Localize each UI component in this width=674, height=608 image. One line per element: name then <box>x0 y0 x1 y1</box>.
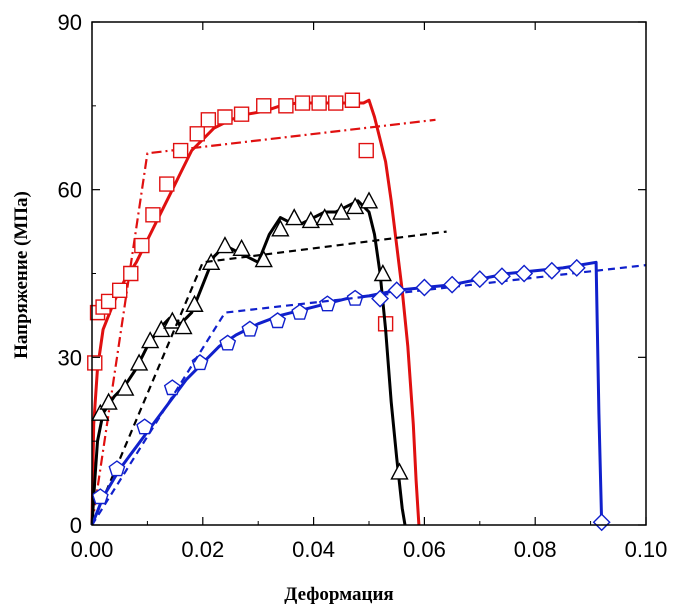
y-tick-label: 0 <box>70 513 82 538</box>
series-point <box>515 264 534 283</box>
y-tick-label: 30 <box>58 345 82 370</box>
series-point <box>311 95 327 111</box>
series-layer <box>87 92 647 532</box>
series-point <box>189 126 205 142</box>
series-point <box>232 238 251 257</box>
series-point <box>99 392 118 410</box>
y-axis-title: Напряжение (МПа) <box>11 191 32 359</box>
y-tick-label: 90 <box>58 10 82 35</box>
x-tick-label: 0.04 <box>292 537 335 562</box>
series-point <box>254 250 273 268</box>
series-point <box>172 142 189 159</box>
series-point <box>91 488 109 505</box>
x-tick-label: 0.10 <box>625 537 668 562</box>
x-tick-label: 0.08 <box>514 537 557 562</box>
x-tick-label: 0.00 <box>71 537 114 562</box>
series-point <box>278 98 294 114</box>
series-point <box>567 258 586 277</box>
series-point <box>592 513 611 532</box>
series-point <box>152 319 171 338</box>
series-point <box>241 320 259 337</box>
series-point <box>346 289 364 306</box>
series-point <box>159 176 175 192</box>
series-point <box>291 303 309 320</box>
x-tick-label: 0.02 <box>181 537 224 562</box>
series-point <box>294 95 311 111</box>
series-point <box>301 210 320 229</box>
series-point <box>185 294 204 312</box>
series-point <box>359 191 379 209</box>
x-axis-title: Деформация <box>284 584 393 605</box>
series-2 <box>90 191 409 526</box>
series-point <box>315 208 334 226</box>
series-point <box>174 317 193 335</box>
series-line <box>90 230 447 526</box>
series-point <box>108 460 126 477</box>
series-point <box>332 202 351 220</box>
ticks-layer: 0.00 0.02 0.04 0.06 0.08 0.10 0 30 60 90 <box>58 10 668 562</box>
series-point <box>219 334 237 351</box>
series-point <box>200 112 217 128</box>
series-point <box>492 267 511 286</box>
series-4 <box>90 260 604 526</box>
series-0 <box>90 98 421 526</box>
series-point <box>328 95 344 111</box>
series-point <box>134 237 150 254</box>
series-point <box>390 462 409 480</box>
series-1 <box>87 92 436 526</box>
series-point <box>470 270 489 289</box>
series-point <box>269 312 287 329</box>
series-point <box>233 106 250 122</box>
series-point <box>542 261 561 280</box>
series-point <box>285 208 304 226</box>
series-point <box>141 331 160 349</box>
series-5 <box>91 258 647 532</box>
series-point <box>112 282 128 298</box>
series-point <box>443 275 462 294</box>
series-point <box>215 236 235 254</box>
x-tick-label: 0.06 <box>403 537 446 562</box>
series-point <box>87 355 103 371</box>
series-3 <box>90 230 447 526</box>
series-point <box>145 207 161 223</box>
series-point <box>136 418 154 435</box>
series-line <box>90 98 421 526</box>
series-point <box>358 142 374 159</box>
series-point <box>271 219 290 237</box>
series-point <box>371 289 390 308</box>
series-point <box>415 278 434 297</box>
series-point <box>123 265 139 282</box>
series-point <box>129 353 149 371</box>
series-point <box>91 403 110 421</box>
series-point <box>318 295 336 312</box>
series-point <box>116 378 135 396</box>
series-point <box>345 196 365 215</box>
series-point <box>373 264 393 282</box>
series-point <box>217 109 233 125</box>
y-tick-label: 60 <box>58 178 82 203</box>
series-point <box>256 98 272 114</box>
series-point <box>387 281 406 300</box>
series-point <box>344 92 361 108</box>
